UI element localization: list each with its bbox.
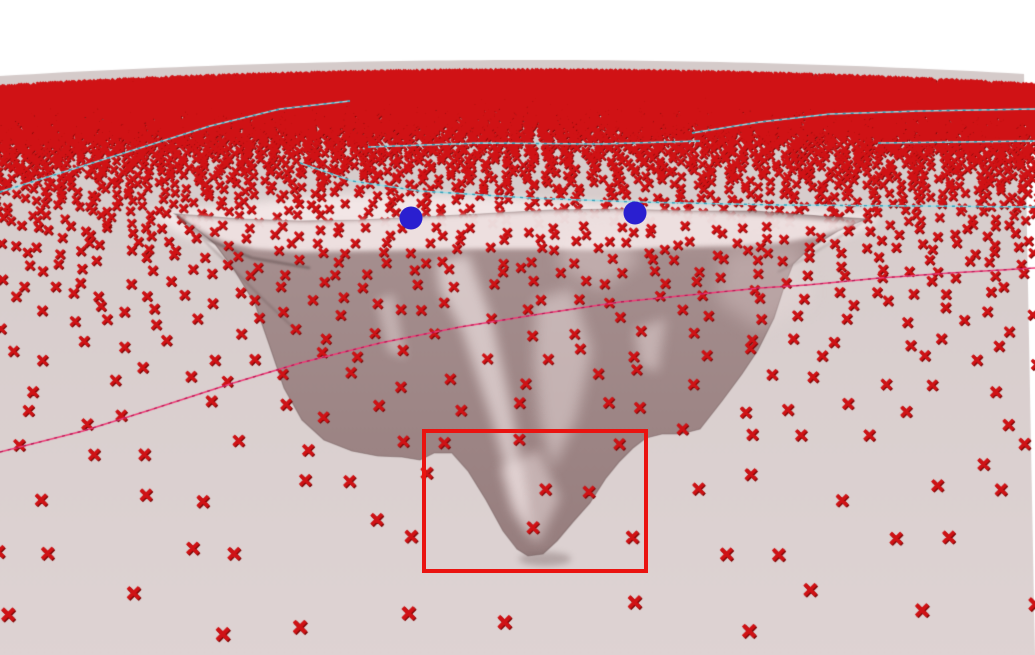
region-of-interest-rectangle xyxy=(422,429,648,573)
blue-sphere-marker-1[interactable] xyxy=(399,206,423,230)
blue-sphere-marker-2[interactable] xyxy=(623,201,647,225)
